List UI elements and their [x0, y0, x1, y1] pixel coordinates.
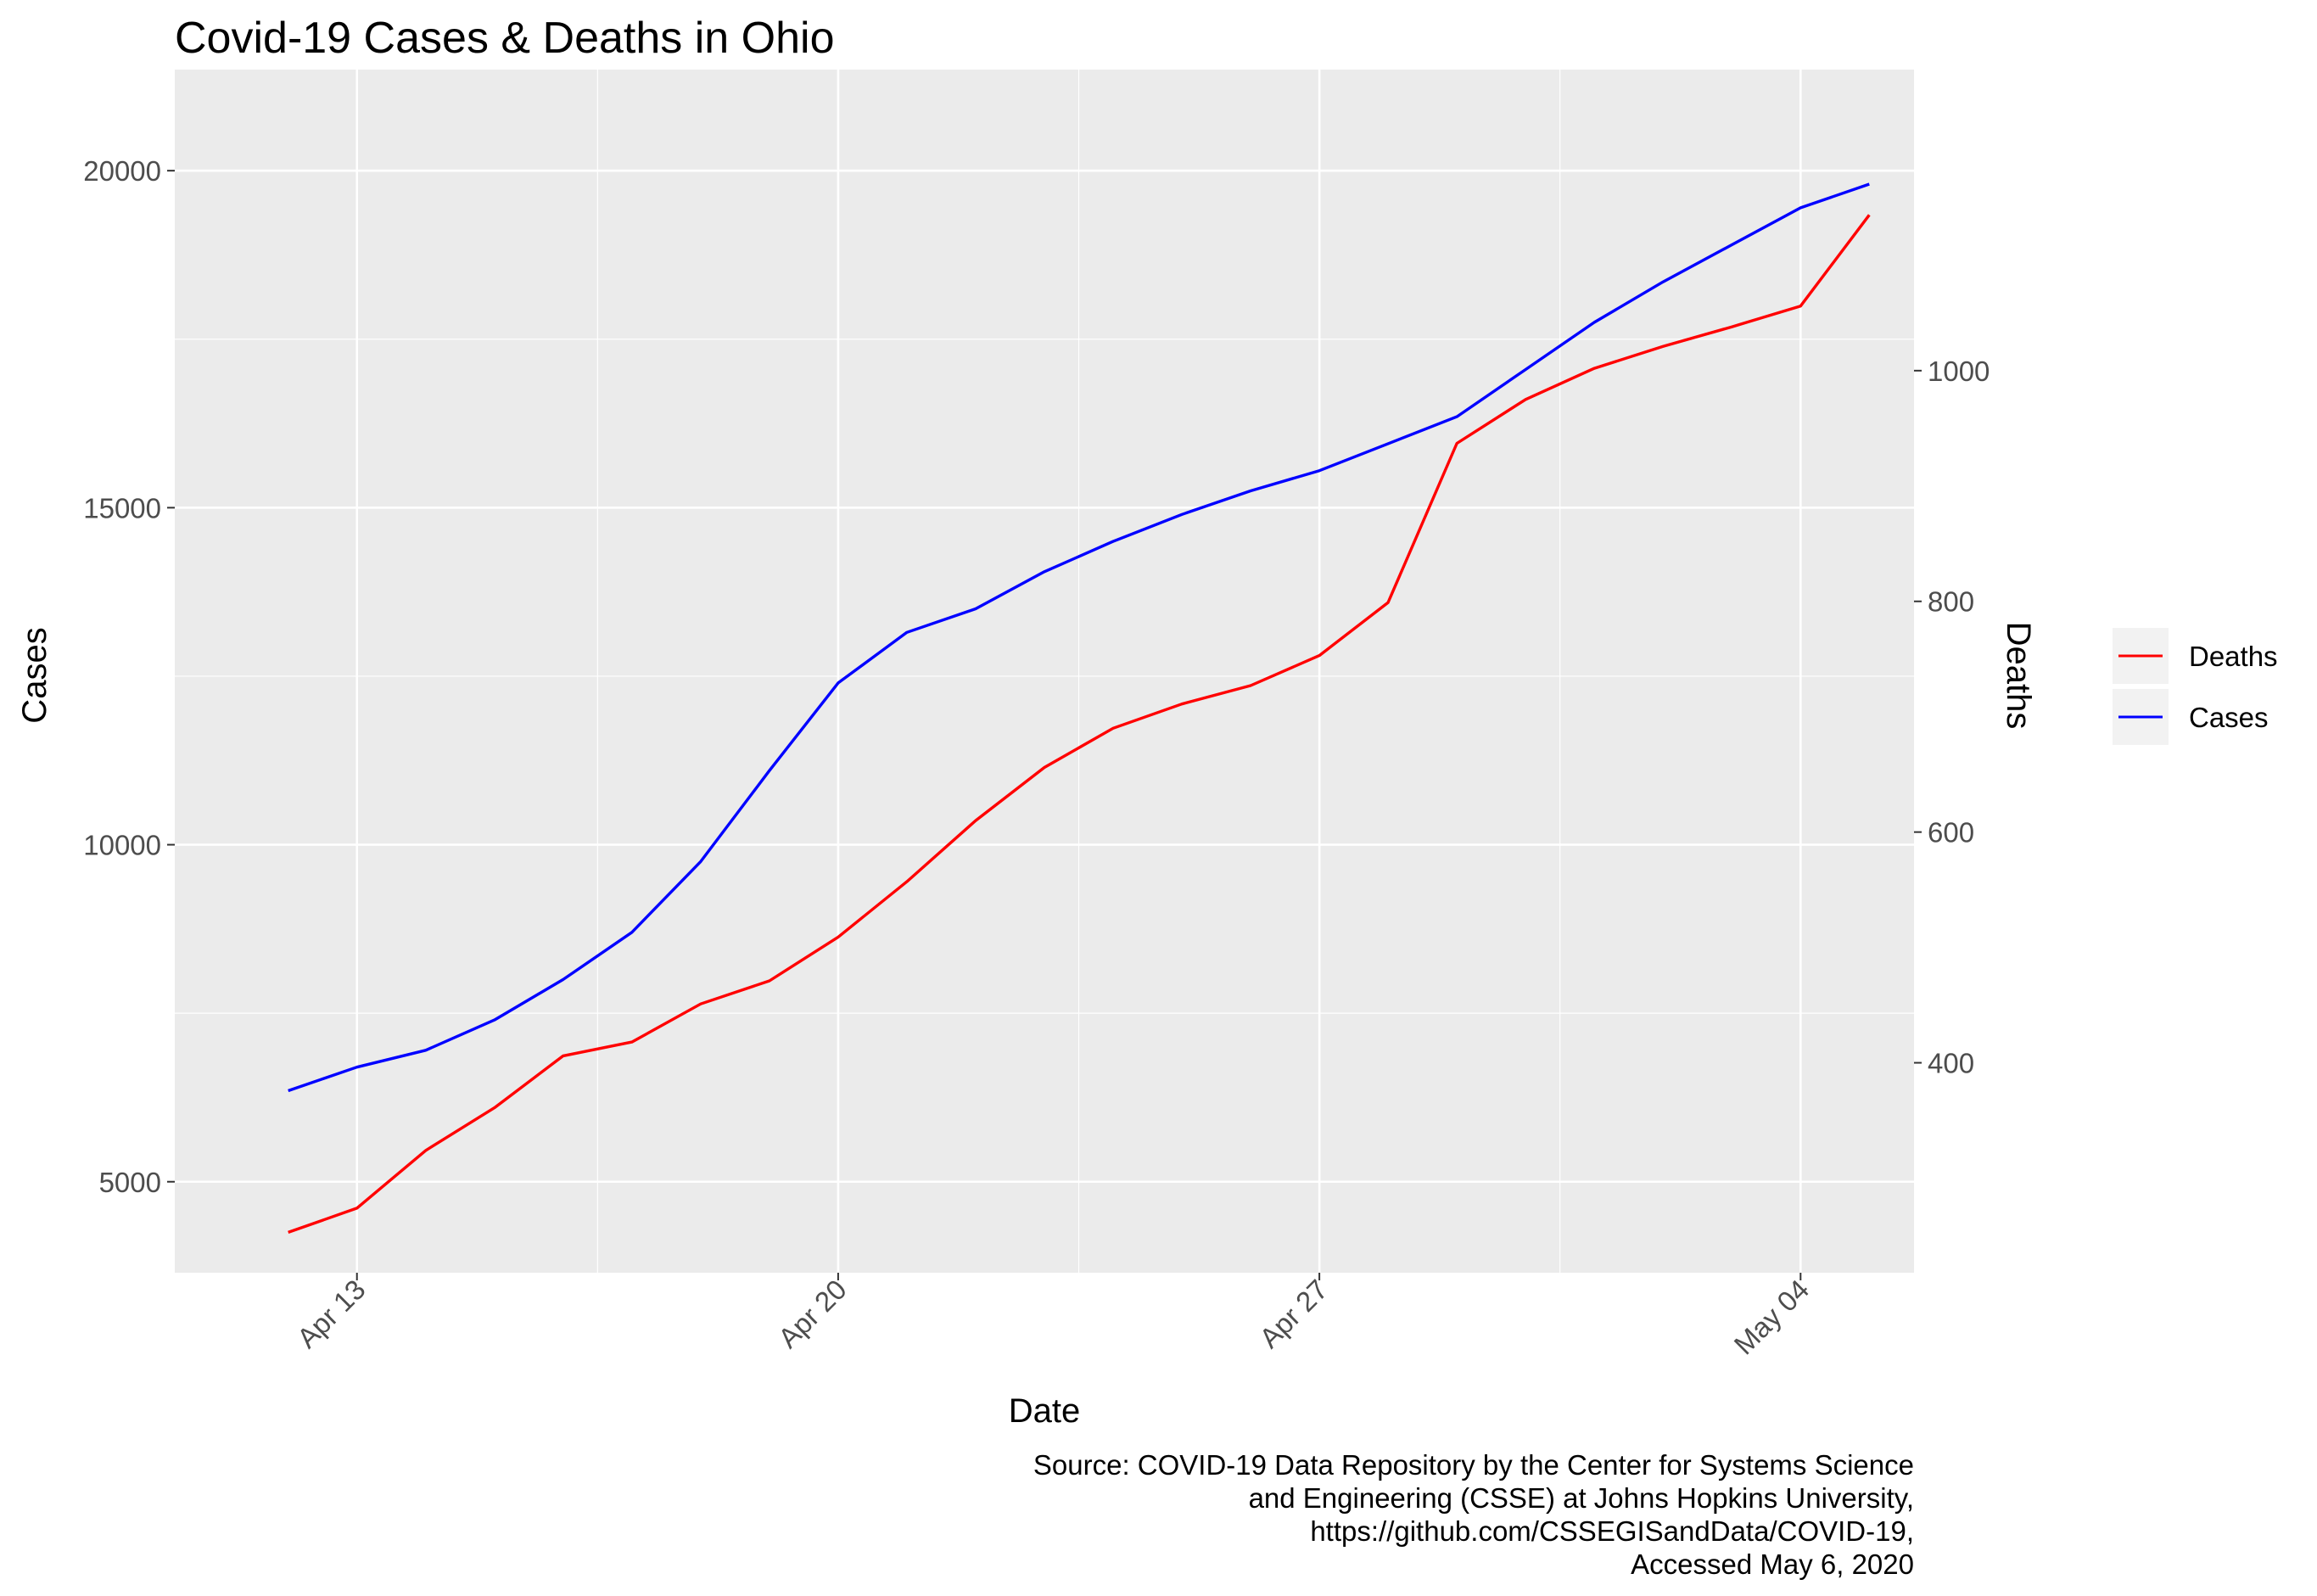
- caption-line-4: Accessed May 6, 2020: [1631, 1548, 1914, 1580]
- y-axis-title-right: Deaths: [2000, 622, 2037, 730]
- y-left-tick-label: 10000: [83, 830, 161, 861]
- x-tick-label: Apr 27: [1253, 1274, 1334, 1354]
- y-right-tick-label: 400: [1928, 1048, 1974, 1079]
- legend: Deaths Cases: [2113, 628, 2278, 745]
- caption: Source: COVID-19 Data Repository by the …: [1033, 1449, 1914, 1580]
- caption-line-3: https://github.com/CSSEGISandData/COVID-…: [1310, 1515, 1914, 1547]
- y-left-tick-label: 5000: [99, 1167, 161, 1198]
- legend-label-deaths: Deaths: [2189, 641, 2278, 672]
- series-line-deaths: [288, 214, 1871, 1235]
- x-tick-label: Apr 20: [772, 1274, 853, 1354]
- y-axis-title-left: Cases: [16, 627, 53, 723]
- y-left-tick-label: 20000: [83, 155, 161, 187]
- caption-line-2: and Engineering (CSSE) at Johns Hopkins …: [1249, 1482, 1914, 1514]
- caption-line-1: Source: COVID-19 Data Repository by the …: [1033, 1449, 1914, 1481]
- y-left-tick-label: 15000: [83, 492, 161, 524]
- plot-panel: [175, 70, 1914, 1273]
- x-tick-label: Apr 13: [291, 1274, 372, 1354]
- series-layer: [288, 182, 1871, 1235]
- y-right-tick-label: 800: [1928, 586, 1974, 618]
- x-tick-label: May 04: [1728, 1274, 1816, 1361]
- grid-lines: [175, 70, 1914, 1273]
- series-line-cases: [288, 182, 1870, 1093]
- y-right-tick-label: 600: [1928, 817, 1974, 848]
- y-right-tick-label: 1000: [1928, 356, 1990, 387]
- legend-label-cases: Cases: [2189, 702, 2269, 733]
- x-axis-title: Date: [1009, 1392, 1081, 1430]
- chart-title: Covid-19 Cases & Deaths in Ohio: [175, 14, 835, 63]
